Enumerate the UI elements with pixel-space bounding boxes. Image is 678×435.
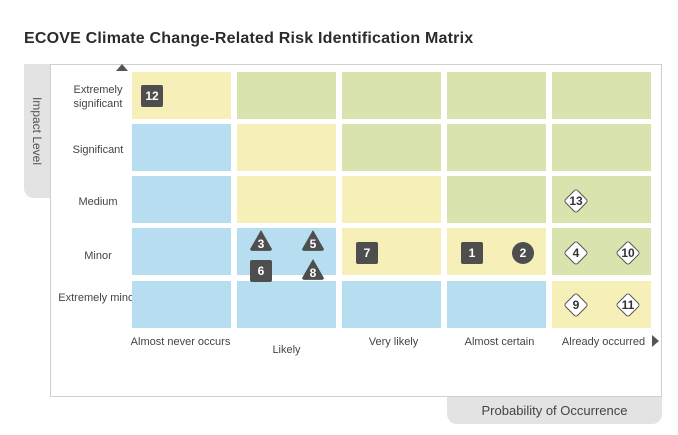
risk-marker-2[interactable]: 2 [512, 242, 534, 264]
matrix-cell-r2-c2 [237, 124, 336, 171]
matrix-cell-r1-c5 [552, 72, 651, 119]
arrow-right-icon [652, 335, 659, 347]
probability-label-almost-never: Almost never occurs [130, 336, 231, 348]
y-axis-tab [24, 64, 50, 198]
impact-label-extremely-significant: Extremely significant [73, 84, 123, 110]
matrix-cell-r5-c3 [342, 281, 441, 328]
matrix-cell-r2-c5 [552, 124, 651, 171]
matrix-cell-r3-c4 [447, 176, 546, 223]
x-axis-title: Probability of Occurrence [481, 403, 628, 418]
probability-label-likely: Likely [272, 344, 301, 356]
matrix-cell-r2-c4 [447, 124, 546, 171]
risk-marker-1[interactable]: 1 [461, 242, 483, 264]
arrow-up-icon [116, 64, 128, 71]
probability-label-very-likely: Very likely [368, 336, 419, 348]
matrix-cell-r3-c1 [132, 176, 231, 223]
matrix-cell-r5-c2 [237, 281, 336, 328]
impact-label-minor: Minor [84, 250, 112, 262]
impact-label-medium: Medium [78, 196, 118, 208]
probability-label-almost-certain: Almost certain [464, 336, 535, 348]
matrix-cell-r5-c1 [132, 281, 231, 328]
matrix-cell-r5-c4 [447, 281, 546, 328]
risk-marker-11[interactable]: 11 [617, 294, 639, 316]
matrix-cell-r1-c4 [447, 72, 546, 119]
risk-marker-9[interactable]: 9 [565, 294, 587, 316]
matrix-cell-r3-c2 [237, 176, 336, 223]
x-axis-tab: Probability of Occurrence [447, 397, 662, 424]
risk-marker-10[interactable]: 10 [617, 242, 639, 264]
risk-marker-12[interactable]: 12 [141, 85, 163, 107]
risk-marker-4[interactable]: 4 [565, 242, 587, 264]
matrix-cell-r2-c3 [342, 124, 441, 171]
impact-label-significant: Significant [72, 144, 124, 156]
matrix-cell-r4-c1 [132, 228, 231, 275]
risk-marker-6[interactable]: 6 [250, 260, 272, 282]
risk-marker-7[interactable]: 7 [356, 242, 378, 264]
impact-label-extremely-minor: Extremely minor [58, 292, 138, 304]
risk-marker-13[interactable]: 13 [565, 190, 587, 212]
page-title: ECOVE Climate Change-Related Risk Identi… [24, 30, 474, 47]
y-axis-title: Impact Level [30, 96, 44, 166]
matrix-cell-r2-c1 [132, 124, 231, 171]
probability-label-already-occurred: Already occurred [561, 336, 646, 348]
matrix-cell-r3-c3 [342, 176, 441, 223]
matrix-cell-r1-c2 [237, 72, 336, 119]
matrix-cell-r1-c3 [342, 72, 441, 119]
